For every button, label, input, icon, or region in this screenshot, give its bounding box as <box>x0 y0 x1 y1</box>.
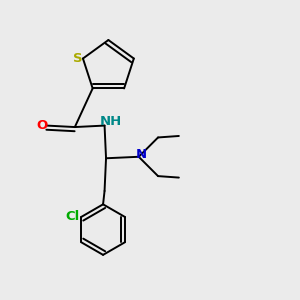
Text: Cl: Cl <box>66 210 80 223</box>
Text: S: S <box>73 52 82 65</box>
Text: N: N <box>136 148 147 161</box>
Text: O: O <box>36 119 47 132</box>
Text: NH: NH <box>100 115 122 128</box>
